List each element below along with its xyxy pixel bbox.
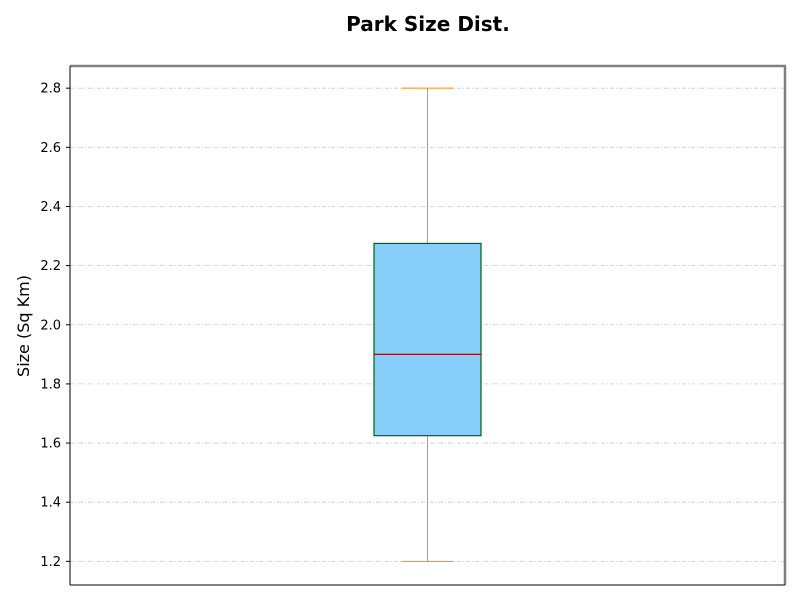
y-tick-label: 1.6 [40, 437, 61, 452]
y-axis-label: Size (Sq Km) [14, 275, 33, 377]
box-series [373, 87, 482, 562]
plot-frame [69, 64, 787, 586]
y-axis-ticks: 1.2 1.4 1.6 1.8 2.0 2.2 2.4 2.6 2.8 [40, 82, 70, 570]
y-tick-label: 2.4 [40, 200, 61, 215]
y-tick-label: 2.6 [40, 141, 61, 156]
y-tick-label: 2.0 [40, 318, 61, 333]
y-tick-label: 2.2 [40, 259, 61, 274]
y-tick-label: 1.4 [40, 496, 61, 511]
iqr-box [373, 242, 482, 437]
y-tick-label: 1.2 [40, 555, 61, 570]
y-tick-label: 2.8 [40, 82, 61, 97]
y-tick-label: 1.8 [40, 377, 61, 392]
chart-title: Park Size Dist. [346, 12, 510, 36]
